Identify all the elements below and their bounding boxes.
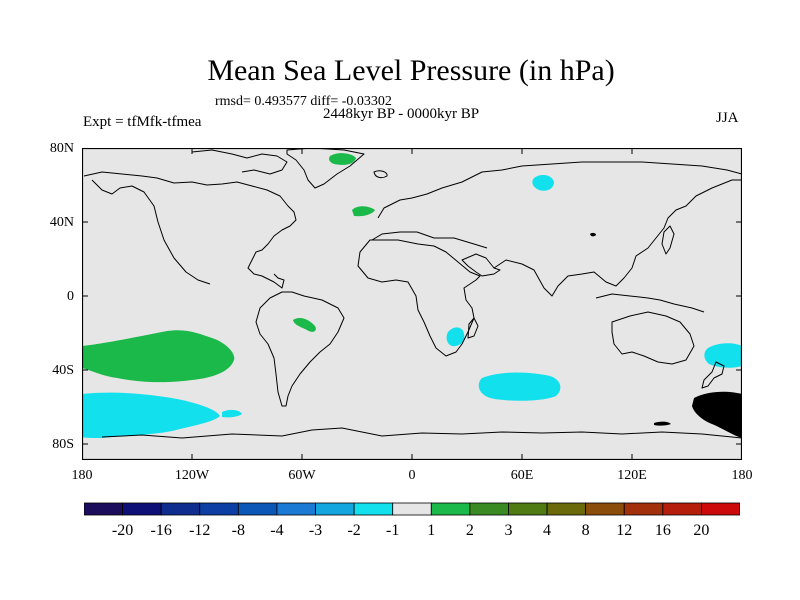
- coastline: [191, 149, 288, 175]
- anomaly-region: [654, 421, 671, 426]
- anomaly-region: [446, 327, 465, 347]
- coastline: [255, 291, 345, 407]
- coastline: [377, 161, 742, 219]
- anomaly-region: [293, 317, 316, 332]
- colorbar-label: -8: [231, 522, 245, 539]
- lon-label: 60E: [510, 468, 534, 483]
- colorbar-label: -1: [386, 522, 400, 539]
- colorbar-label: -12: [189, 522, 211, 539]
- lon-label: 0: [408, 468, 416, 483]
- experiment-label: Expt = tfMfk-tfmea: [83, 114, 202, 130]
- lon-label: 120E: [617, 468, 647, 483]
- colorbar-label: 16: [654, 522, 671, 539]
- colorbar-swatch: [469, 502, 509, 516]
- chart-title: Mean Sea Level Pressure (in hPa): [207, 54, 615, 87]
- lat-label: 0: [67, 289, 74, 304]
- anomaly-region: [82, 330, 235, 383]
- colorbar-swatch: [430, 502, 471, 516]
- coastline: [661, 225, 675, 255]
- anomaly-region: [478, 372, 561, 401]
- lat-label: 80N: [49, 141, 74, 156]
- coastline: [357, 239, 481, 357]
- lon-label: 180: [71, 468, 93, 483]
- colorbar-label: -2: [347, 522, 361, 539]
- coastline: [701, 361, 725, 389]
- colorbar-swatch: [508, 502, 548, 516]
- colorbar-swatch: [237, 502, 278, 516]
- colorbar-label: -3: [308, 522, 323, 539]
- anomaly-region: [590, 232, 596, 237]
- coastline: [493, 179, 742, 297]
- coastline: [286, 148, 365, 189]
- colorbar-swatch: [662, 502, 702, 516]
- colorbar-swatch: [623, 502, 664, 516]
- anomaly-region: [704, 343, 742, 368]
- lat-label: 80S: [52, 437, 74, 452]
- coastline: [83, 171, 297, 289]
- stats-label: rmsd= 0.493577 diff= -0.03302: [215, 94, 392, 109]
- colorbar-label: 2: [465, 522, 474, 539]
- colorbar-swatch: [122, 502, 162, 516]
- colorbar-swatch: [160, 502, 201, 516]
- anomaly-region: [692, 391, 742, 438]
- anomaly-region: [352, 206, 375, 217]
- colorbar-label: 12: [616, 522, 633, 539]
- colorbar-label: 1: [427, 522, 436, 539]
- coastline: [461, 253, 501, 277]
- colorbar-swatch: [701, 502, 740, 516]
- anomaly-region: [222, 409, 242, 418]
- lon-label: 180: [731, 468, 753, 483]
- lon-label: 60W: [288, 468, 316, 483]
- colorbar-swatch: [353, 502, 394, 516]
- anomaly-region: [532, 174, 554, 191]
- coastline: [595, 293, 705, 313]
- colorbar-label: 20: [693, 522, 710, 539]
- coastline: [371, 231, 488, 249]
- colorbar: [84, 502, 740, 516]
- season-label: JJA: [716, 110, 739, 126]
- coastline: [101, 427, 742, 439]
- coastline: [467, 317, 479, 339]
- colorbar-label: 8: [581, 522, 590, 539]
- period-label: 2448kyr BP - 0000kyr BP: [323, 106, 480, 122]
- colorbar-swatch: [276, 502, 316, 516]
- colorbar-swatch: [84, 502, 123, 516]
- colorbar-label: -20: [111, 522, 134, 539]
- colorbar-swatch: [392, 502, 432, 516]
- coastline: [611, 311, 695, 365]
- colorbar-swatch: [585, 502, 625, 516]
- lat-label: 40S: [52, 363, 74, 378]
- world-map: [82, 148, 742, 460]
- lon-label: 120W: [174, 468, 210, 483]
- colorbar-label: 3: [504, 522, 513, 539]
- colorbar-swatch: [199, 502, 239, 516]
- colorbar-swatch: [546, 502, 587, 516]
- colorbar-label: 4: [543, 522, 552, 539]
- coastline: [91, 179, 211, 285]
- coastline: [373, 170, 388, 179]
- colorbar-swatch: [315, 502, 355, 516]
- colorbar-label: -16: [150, 522, 172, 539]
- lat-label: 40N: [49, 215, 74, 230]
- anomaly-region: [82, 392, 220, 438]
- colorbar-label: -4: [270, 522, 284, 539]
- anomaly-region: [329, 153, 356, 165]
